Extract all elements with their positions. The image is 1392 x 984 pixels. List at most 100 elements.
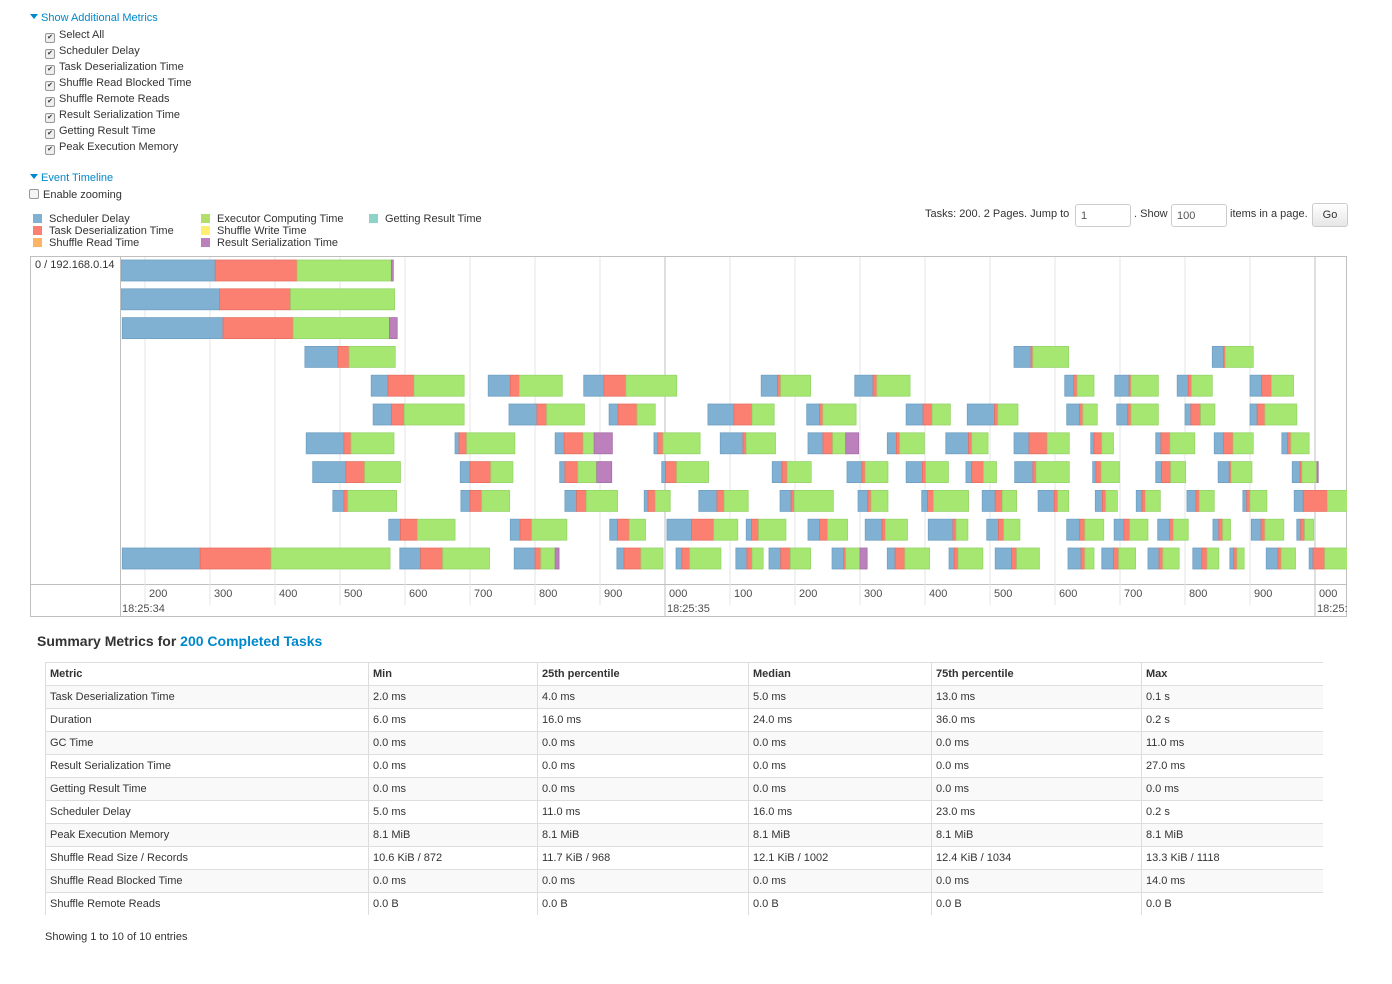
task-bar-segment xyxy=(364,461,401,484)
go-button[interactable]: Go xyxy=(1312,203,1348,227)
task-bar-segment xyxy=(1200,403,1216,426)
task-bar-segment xyxy=(758,518,787,541)
task-bar-segment xyxy=(1246,489,1251,512)
task-bar-segment xyxy=(1067,547,1082,570)
task-bar-segment xyxy=(603,374,627,397)
task-bar-segment xyxy=(1092,461,1097,484)
metric-option[interactable]: ✔ Task Deserialization Time xyxy=(45,59,205,75)
column-header[interactable]: 75th percentile xyxy=(931,662,1142,686)
task-bar-segment xyxy=(1233,547,1238,570)
axis-tick-label: 700 xyxy=(1124,588,1142,600)
event-timeline[interactable]: 0 / 192.168.0.14 200 300 400 500 600 700 800 90… xyxy=(30,256,1347,617)
axis-tick-label: 300 xyxy=(864,588,882,600)
task-bar-segment xyxy=(1147,547,1160,570)
enable-zooming-checkbox[interactable]: Enable zooming xyxy=(29,187,122,203)
task-bar-segment xyxy=(1093,432,1103,455)
task-bar-segment xyxy=(1291,461,1301,484)
task-bar-segment xyxy=(609,518,618,541)
task-bar-segment xyxy=(469,461,492,484)
task-bar-segment xyxy=(735,547,748,570)
metric-option[interactable]: ✔ Scheduler Delay xyxy=(45,43,205,59)
task-bar-segment xyxy=(1155,461,1162,484)
task-bar-segment xyxy=(1032,461,1037,484)
task-bar-segment xyxy=(1277,547,1282,570)
column-header[interactable]: Min xyxy=(368,662,538,686)
task-bar-segment xyxy=(983,461,997,484)
summary-title: Summary Metrics for 200 Completed Tasks xyxy=(37,633,323,649)
table-cell: Result Serialization Time xyxy=(45,754,369,778)
table-cell: 0.0 ms xyxy=(368,869,538,893)
table-cell: 8.1 MiB xyxy=(368,823,538,847)
legend-swatch-icon xyxy=(33,226,42,235)
axis-tick-label: 700 xyxy=(474,588,492,600)
task-bar-segment xyxy=(786,461,812,484)
task-bar-segment xyxy=(350,432,395,455)
metric-option[interactable]: ✔ Result Serialization Time xyxy=(45,107,205,123)
table-row: Scheduler Delay 5.0 ms 11.0 ms 16.0 ms 23.0 … xyxy=(45,800,1323,824)
task-bar-segment xyxy=(403,403,465,426)
task-bar-segment xyxy=(713,518,739,541)
jump-to-page-input[interactable] xyxy=(1075,204,1131,227)
task-bar-segment xyxy=(707,403,735,426)
task-bar-segment xyxy=(1250,518,1262,541)
task-bar-segment xyxy=(219,288,291,311)
metric-option[interactable]: ✔ Shuffle Remote Reads xyxy=(45,91,205,107)
task-bar-segment xyxy=(1287,432,1292,455)
task-bar-segment xyxy=(640,547,664,570)
column-header[interactable]: Max xyxy=(1141,662,1323,686)
task-bar-segment xyxy=(1172,518,1189,541)
column-header[interactable]: Metric xyxy=(45,662,369,686)
table-cell: 8.1 MiB xyxy=(1141,823,1323,847)
task-bar-segment xyxy=(1162,547,1180,570)
task-bar-segment xyxy=(1201,547,1208,570)
table-cell: 0.0 ms xyxy=(537,754,749,778)
legend-swatch-icon xyxy=(201,226,210,235)
task-bar-segment xyxy=(399,547,421,570)
task-bar-segment xyxy=(1046,432,1070,455)
task-bar-segment xyxy=(617,403,638,426)
task-bar-segment xyxy=(487,374,511,397)
task-bar-segment xyxy=(971,461,984,484)
metric-option[interactable]: ✔ Shuffle Read Blocked Time xyxy=(45,75,205,91)
task-bar-segment xyxy=(994,489,1003,512)
table-row: Getting Result Time 0.0 ms 0.0 ms 0.0 ms 0.0… xyxy=(45,777,1323,801)
task-bar-segment xyxy=(1076,374,1095,397)
page-size-input[interactable] xyxy=(1171,204,1227,227)
axis-tick-label: 200 xyxy=(799,588,817,600)
task-bar-segment xyxy=(779,489,792,512)
task-bar-segment xyxy=(1217,461,1230,484)
task-bar-segment xyxy=(845,432,860,455)
task-bar-segment xyxy=(965,461,973,484)
event-timeline-toggle[interactable]: Event Timeline xyxy=(30,172,113,184)
table-cell: 8.1 MiB xyxy=(931,823,1142,847)
legend-swatch-icon xyxy=(33,238,42,247)
task-bar-segment xyxy=(1300,518,1305,541)
table-cell: 0.0 ms xyxy=(368,754,538,778)
column-header[interactable]: Median xyxy=(748,662,932,686)
metric-option[interactable]: ✔ Peak Execution Memory xyxy=(45,139,205,155)
task-bar-segment xyxy=(564,489,577,512)
column-header[interactable]: 25th percentile xyxy=(537,662,749,686)
task-bar-segment xyxy=(922,403,933,426)
table-cell: 0.0 ms xyxy=(931,869,1142,893)
task-bar-segment xyxy=(1095,461,1102,484)
metric-option[interactable]: ✔ Select All xyxy=(45,27,205,43)
task-bar-segment xyxy=(819,518,828,541)
table-cell: 27.0 ms xyxy=(1141,754,1323,778)
task-bar-segment xyxy=(971,432,989,455)
task-bar-segment xyxy=(733,403,753,426)
legend-swatch-icon xyxy=(201,238,210,247)
metric-option[interactable]: ✔ Getting Result Time xyxy=(45,123,205,139)
task-bar-segment xyxy=(387,374,415,397)
checkbox-icon xyxy=(29,189,39,199)
task-bar-segment xyxy=(519,518,533,541)
table-cell: 11.0 ms xyxy=(1141,731,1323,755)
task-bar-segment xyxy=(1229,547,1235,570)
task-bar-segment xyxy=(827,518,849,541)
task-bar-segment xyxy=(1312,547,1326,570)
task-bar-segment xyxy=(1260,518,1266,541)
axis-tick-label: 600 xyxy=(409,588,427,600)
show-additional-metrics-toggle[interactable]: Show Additional Metrics xyxy=(30,12,158,24)
table-cell: 4.0 ms xyxy=(537,685,749,709)
completed-tasks-link[interactable]: 200 Completed Tasks xyxy=(180,633,323,649)
